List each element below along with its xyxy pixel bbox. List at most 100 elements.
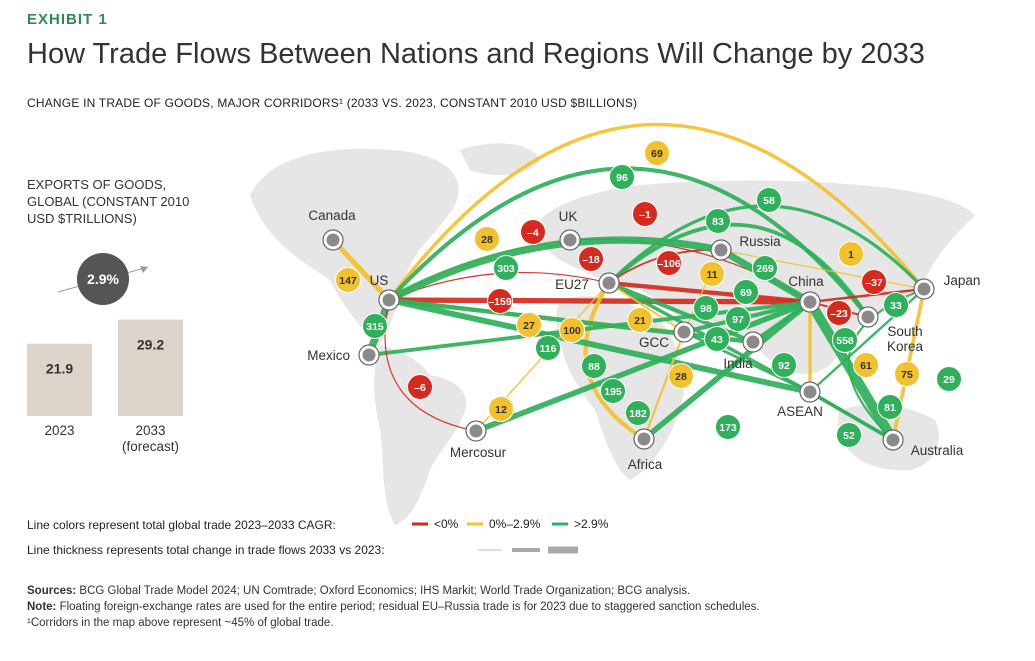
node-label-india: India [723,356,753,371]
flow-badge-us-japan [644,140,670,166]
flow-value-label: 69 [651,148,663,160]
flow-line-mercosur-china [473,299,813,434]
flow-value-label: 303 [497,263,515,275]
node-africa [637,432,651,446]
flow-value-label: 52 [843,430,855,442]
node-label-canada: Canada [308,208,356,223]
cagr-arrow-head [140,266,148,273]
node-mercosur [469,424,483,438]
flow-value-label: 43 [711,334,723,346]
exports-bar-sublabel: (forecast) [122,439,179,454]
flow-badge-asean-australia [877,394,903,420]
node-label-china: China [788,274,824,289]
node-gcc [677,325,691,339]
flow-value-label: –23 [830,308,848,320]
region-nodes [322,229,935,451]
flow-value-label: 58 [763,195,775,207]
exports-bar-value: 29.2 [137,337,164,353]
flow-value-label: –6 [414,382,426,394]
node-mexico [362,348,376,362]
flow-badge-russia-japan [838,241,864,267]
flow-badge-china-south-korea [826,300,852,326]
flow-badge-us-russia [493,255,519,281]
flow-line-gcc-africa [642,330,686,441]
flow-badge-us-india [535,335,561,361]
flow-badge-russia-china [752,255,778,281]
flow-value-label: –4 [527,227,539,239]
cagr-circle [77,253,129,305]
flow-line-russia-japan [720,249,925,290]
flow-line-japan-asean [808,287,926,394]
cagr-value: 2.9% [87,271,119,287]
flow-value-label: 173 [719,422,737,434]
node-label-eu27: EU27 [555,277,589,292]
flow-value-label: 28 [675,371,687,383]
flow-badge-gcc-asean [704,326,730,352]
flow-badge-asean-australia [836,422,862,448]
region-labels: Canada US Mexico Mercosur UK EU27 Russia GCC Afr… [307,208,980,472]
flow-badge-eu27-japan [756,187,782,213]
flow-line-china-africa [641,299,813,442]
flow-value-label: 81 [884,402,896,414]
flow-badge-japan-australia [936,366,962,392]
flow-value-label: 27 [523,320,535,332]
flow-line-us-russia [385,236,725,304]
flow-value-label: 558 [836,335,854,347]
exports-label: EXPORTS OF GOODS, GLOBAL (CONSTANT 2010 … [27,176,189,227]
chart-title: How Trade Flows Between Nations and Regi… [27,38,925,70]
flow-value-label: 29 [943,374,955,386]
flow-badge-us-eu27 [520,219,546,245]
node-eu27 [602,276,616,290]
node-asean [803,385,817,399]
flow-badge-japan-asean [883,292,909,318]
flow-badge-us-south-korea [609,164,635,190]
node-canada [326,233,340,247]
footnote: ¹Corridors in the map above represent ~4… [27,617,334,629]
node-label-uk: UK [559,209,578,224]
legend-item-label: 0%–2.9% [489,517,541,531]
exports-bar-value: 21.9 [46,361,73,377]
flow-badge-eu27-gcc [627,307,653,333]
flow-value-label: 315 [366,321,384,333]
flow-badge-us-china [487,288,513,314]
exhibit-label: EXHIBIT 1 [27,11,108,28]
flow-value-label: 147 [339,275,357,287]
node-australia [886,433,900,447]
node-label-gcc: GCC [639,335,669,350]
flow-badge-eu27-asean [733,279,759,305]
node-us [382,293,396,307]
flow-badge-us-asean [600,378,626,404]
node-label-asean: ASEAN [777,404,823,419]
flow-badge-eu27-india [693,295,719,321]
flow-badge-gcc-africa [668,363,694,389]
flow-value-label: –18 [582,254,600,266]
flow-line-us-asean [386,297,813,395]
flow-value-label: 88 [588,361,600,373]
flow-badge-gcc-china [725,306,751,332]
flow-badge-mercosur-china [715,414,741,440]
flow-value-label: –106 [657,258,681,270]
flow-value-label: 98 [700,303,712,315]
flow-line-us-japan [387,122,926,302]
flow-value-label: 11 [706,269,717,281]
note-label: Note: [27,601,57,613]
node-label-south-korea: Korea [887,339,924,354]
flow-badge-china-africa [625,400,651,426]
legend-item-label: >2.9% [574,517,609,531]
exports-label-line: EXPORTS OF GOODS, [27,177,167,192]
sources-note: Sources: BCG Global Trade Model 2024; UN… [27,585,690,597]
flow-badge-eu27-south-korea [705,208,731,234]
flow-badge-us-gcc [516,312,542,338]
flow-value-label: –37 [865,277,883,289]
flow-badge-russia-gcc [699,261,725,287]
flow-line-gcc-asean [682,330,812,394]
flow-value-labels: 69 96 58 83 28 –4 –1 –18 –106 1 147 303 11 269 –37 –159… [335,140,962,448]
chart-subtitle: CHANGE IN TRADE OF GOODS, MAJOR CORRIDOR… [27,96,638,110]
node-india [746,335,760,349]
flow-line-eu27-india [606,280,756,345]
flow-value-label: 100 [563,325,581,337]
flow-badge-eu27-africa [559,317,585,343]
note: Note: Floating foreign-exchange rates ar… [27,601,760,613]
node-uk [563,233,577,247]
